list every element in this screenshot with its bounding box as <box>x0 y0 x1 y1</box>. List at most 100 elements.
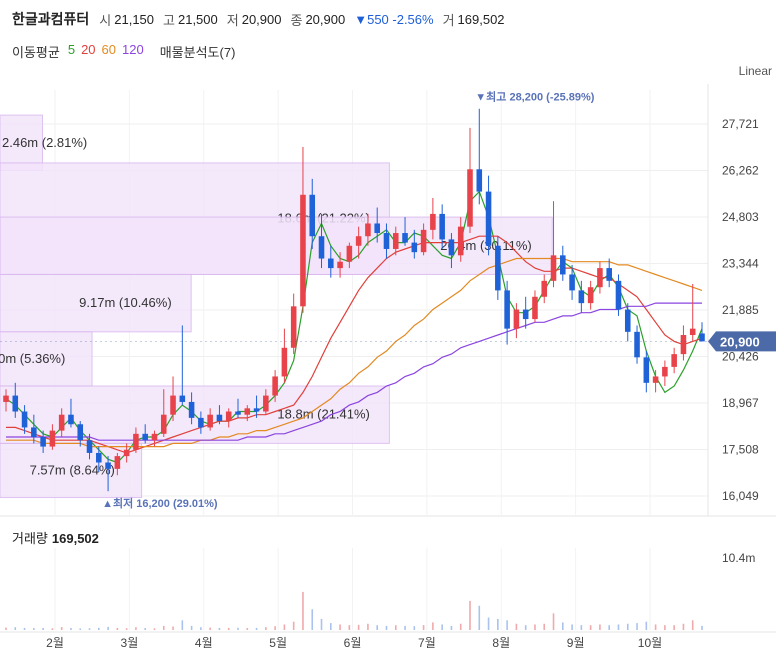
volume-bar <box>432 622 434 630</box>
ma-line-20 <box>6 235 703 454</box>
candle-body <box>383 233 390 249</box>
y-tick-label: 26,262 <box>722 164 759 178</box>
volume-profile-label: 18.8m (21.41%) <box>277 407 370 422</box>
volume-bar <box>200 627 202 630</box>
volume-bar <box>413 626 416 630</box>
candle-body <box>392 233 399 249</box>
candle-body <box>615 280 622 310</box>
candle-body <box>550 255 557 281</box>
volume-bar <box>255 627 258 630</box>
volume-profile-bar <box>0 331 93 387</box>
x-tick-label: 5월 <box>269 636 287 650</box>
volume-bar <box>701 625 703 630</box>
candle-body <box>365 223 371 237</box>
x-tick-label: 2월 <box>46 636 64 650</box>
volume-bar <box>42 627 44 630</box>
candle-body <box>281 347 288 377</box>
volume-bar <box>23 627 26 630</box>
candle-body <box>300 194 306 307</box>
volume-bar <box>311 609 314 630</box>
candle-body <box>504 290 510 329</box>
candle-body <box>597 268 603 288</box>
ma-line-120 <box>6 302 702 441</box>
candle-body <box>198 417 204 428</box>
volume-bar <box>645 621 648 630</box>
candle-body <box>179 395 186 402</box>
candle-body <box>58 414 65 431</box>
volume-bar <box>552 613 555 630</box>
volume-bar <box>70 627 72 630</box>
volume-bar <box>422 625 425 630</box>
volume-bar <box>107 626 109 630</box>
volume-bar <box>367 623 369 630</box>
candle-body <box>346 245 353 262</box>
candle-body <box>522 309 529 320</box>
candle-body <box>643 357 650 383</box>
volume-bar <box>162 625 165 630</box>
volume-bar <box>330 623 332 630</box>
candle-body <box>680 335 687 355</box>
volume-axis-label: 10.4m <box>722 551 755 565</box>
candle-body <box>253 408 260 412</box>
candle-body <box>513 309 520 329</box>
candle-body <box>68 414 74 425</box>
candle-body <box>31 427 37 438</box>
volume-bar <box>292 621 295 630</box>
volume-bar <box>664 625 666 630</box>
volume-bar <box>98 627 100 630</box>
volume-profile-label: 7.57m (8.64%) <box>30 462 115 477</box>
low-value: 20,900 <box>241 11 282 27</box>
volume-bar <box>88 628 91 630</box>
volume-bar <box>357 624 360 630</box>
volume-profile-label[interactable]: 매물분석도(7) <box>159 45 236 60</box>
candle-body <box>624 309 631 332</box>
volume-bar <box>302 591 304 630</box>
open-value: 21,150 <box>114 11 155 27</box>
volume-bar <box>237 627 239 630</box>
moving-average-legend[interactable]: 이동평균 5 20 60 120 매물분석도(7) <box>12 42 235 61</box>
candle-body <box>105 462 111 469</box>
x-tick-label: 10월 <box>638 636 662 650</box>
candle-body <box>40 437 46 447</box>
candle-body <box>337 261 343 269</box>
candle-body <box>235 411 241 415</box>
volume-bar <box>654 624 657 630</box>
candle-body <box>207 414 213 428</box>
x-tick-label: 3월 <box>121 636 139 650</box>
volume-bar <box>218 627 221 630</box>
candle-body <box>671 354 677 367</box>
volume-bar <box>125 628 128 630</box>
low-label: 저 <box>226 12 239 28</box>
y-tick-label: 16,049 <box>722 489 759 503</box>
volume-bar <box>534 624 536 630</box>
y-tick-label: 21,885 <box>722 303 759 317</box>
volume-profile-bar <box>0 114 43 171</box>
volume-bar <box>515 623 518 630</box>
scale-toggle-button[interactable]: Linear <box>738 64 772 78</box>
volume-bar <box>636 623 638 630</box>
volume-bar <box>227 627 230 630</box>
candle-body <box>699 333 705 342</box>
candle-body <box>569 274 575 291</box>
candle-body <box>21 411 28 428</box>
volume-bar <box>135 627 137 630</box>
volume-bar <box>5 627 7 630</box>
volume-bar <box>524 625 527 630</box>
candle-body <box>430 213 436 230</box>
candle-body <box>151 433 158 441</box>
candle-body <box>662 366 668 377</box>
volume-label: 거 <box>442 12 455 28</box>
candle-body <box>467 169 473 227</box>
x-tick-label: 8월 <box>492 636 510 650</box>
close-value: 20,900 <box>305 11 346 27</box>
volume-bar <box>172 626 174 630</box>
volume-bar <box>265 627 267 630</box>
open-label: 시 <box>99 12 112 28</box>
volume-bar <box>497 618 499 630</box>
volume-bar <box>617 624 620 630</box>
volume-bar <box>376 625 378 630</box>
candle-body <box>114 456 121 469</box>
volume-panel-value: 169,502 <box>51 531 99 546</box>
x-tick-label: 9월 <box>567 636 585 650</box>
